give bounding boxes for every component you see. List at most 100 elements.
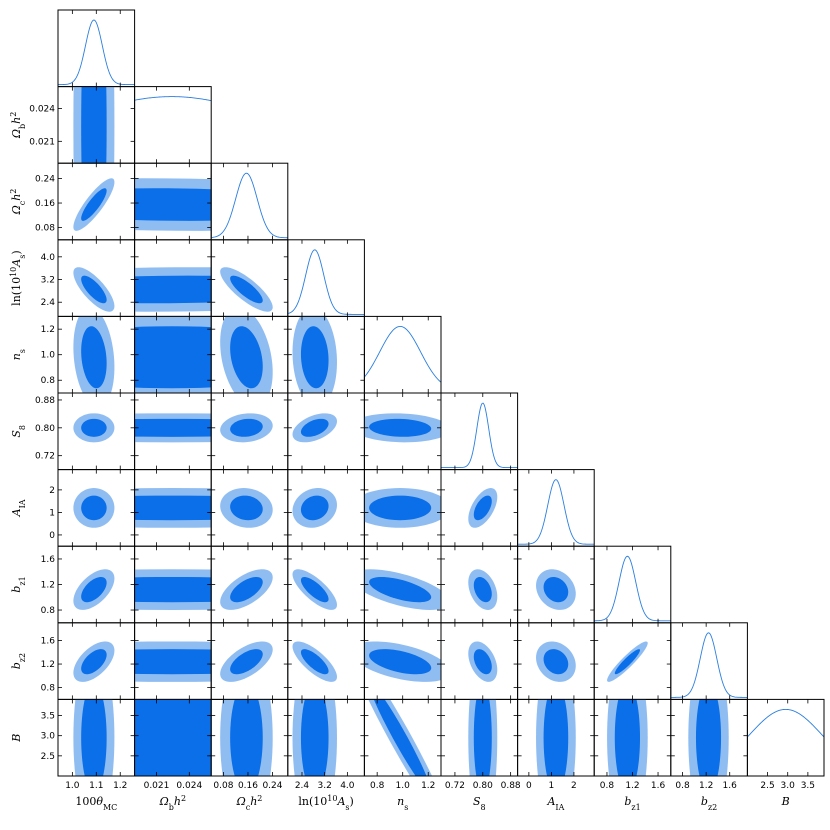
panel-omegac-vs-B [210, 698, 289, 777]
marginal-curve [134, 96, 212, 102]
x-tick-label: 1.6 [651, 781, 666, 791]
inner-contour [300, 699, 329, 777]
x-axis-label-logA: ln(1010As) [298, 794, 353, 812]
x-tick-label: 0.8 [600, 781, 615, 791]
panel-theta-vs-logA [57, 239, 136, 317]
y-tick-label: 0.024 [29, 104, 55, 114]
panel-logA-vs-bz1 [287, 545, 365, 624]
y-axis-label-AIA: AIA [10, 499, 27, 517]
panel-logA [287, 239, 365, 317]
x-tick-label: 1 [549, 781, 555, 791]
y-tick-label: 0.021 [29, 137, 55, 147]
inner-contour [81, 495, 107, 521]
inner-contour [369, 418, 432, 437]
y-tick-label: 0.8 [41, 606, 56, 616]
panel-omegab [134, 86, 212, 164]
panel-theta-vs-ns [57, 315, 136, 394]
x-tick-label: 0.16 [238, 781, 258, 791]
x-axis-label-omegac: Ωch2 [236, 794, 263, 812]
y-tick-label: 1.2 [41, 581, 55, 591]
x-tick-label: 0.80 [473, 781, 493, 791]
panel-omegab-vs-bz2 [134, 622, 212, 700]
x-tick-label: 0.024 [176, 781, 202, 791]
y-tick-label: 3.5 [41, 712, 55, 722]
inner-contour [81, 649, 107, 675]
inner-contour [230, 326, 263, 389]
panel-omegac-vs-logA [210, 239, 289, 317]
panel-frame [57, 9, 136, 88]
x-axis-label-omegab: Ωbh2 [159, 794, 186, 812]
panel-bz2-vs-B [670, 698, 748, 777]
inner-contour [473, 495, 492, 521]
inner-contour [473, 576, 492, 603]
y-axis-label-omegac: Ωch2 [9, 189, 27, 216]
panel-AIA-vs-bz2 [517, 622, 595, 700]
panel-omegab-vs-ns [134, 315, 212, 394]
inner-contour [81, 86, 107, 164]
x-tick-label: 1.1 [89, 781, 103, 791]
panel-omegac [210, 162, 289, 241]
y-tick-label: 0.72 [35, 452, 55, 462]
inner-contour [300, 649, 329, 675]
marginal-curve [594, 555, 671, 622]
panel-theta-vs-omegac [57, 162, 136, 241]
panel-theta-vs-B [57, 698, 136, 777]
x-tick-label: 3.2 [318, 781, 332, 791]
x-tick-label: 0.8 [675, 781, 690, 791]
y-tick-label: 3.2 [41, 276, 55, 286]
panel-theta-vs-omegab [57, 86, 136, 164]
inner-contour [81, 577, 107, 603]
y-tick-label: 0.8 [41, 376, 56, 386]
y-tick-label: 4.0 [41, 253, 56, 263]
outer-contour [134, 316, 212, 393]
x-tick-label: 1.0 [65, 781, 80, 791]
y-tick-label: 1.2 [41, 660, 55, 670]
panel-frame [210, 162, 289, 241]
panel-S8-vs-AIA [440, 469, 519, 547]
x-axis-label-S8: S8 [473, 795, 486, 812]
x-tick-label: 3.5 [801, 781, 815, 791]
panel-omegab-vs-S8 [134, 392, 212, 471]
panel-frame [517, 469, 595, 547]
panel-AIA [517, 469, 595, 547]
inner-contour [300, 326, 329, 389]
y-tick-label: 0.8 [41, 684, 56, 694]
inner-contour [134, 495, 212, 521]
x-axis-label-AIA: AIA [546, 795, 564, 812]
panel-bz1-vs-bz2 [593, 622, 672, 700]
inner-contour [230, 418, 263, 437]
y-tick-label: 0.88 [35, 396, 55, 406]
inner-contour [134, 418, 212, 437]
y-axis-label-ns: ns [10, 349, 27, 360]
panel-bz2 [670, 622, 748, 700]
inner-contour [614, 649, 640, 675]
marginal-curve [441, 402, 518, 469]
panel-S8 [440, 392, 519, 471]
x-tick-label: 0.8 [370, 781, 385, 791]
panel-ns-vs-bz2 [363, 622, 442, 700]
panel-logA-vs-bz2 [287, 622, 365, 700]
panel-omegab-vs-B [134, 698, 212, 777]
x-axis-label-ns: ns [397, 795, 408, 812]
inner-contour [473, 699, 492, 777]
panel-theta-vs-S8 [57, 392, 136, 471]
inner-contour [81, 275, 107, 304]
panel-frame [670, 622, 748, 700]
marginal-curve [58, 19, 135, 86]
panel-logA-vs-AIA [287, 469, 365, 547]
y-tick-label: 3.0 [41, 732, 56, 742]
marginal-curve [670, 632, 748, 698]
inner-contour [81, 326, 107, 389]
panel-omegab-vs-logA [134, 239, 212, 317]
y-tick-label: 0.08 [35, 224, 55, 234]
y-tick-label: 1.0 [41, 351, 56, 361]
panel-B [746, 698, 825, 777]
x-tick-label: 0.24 [262, 781, 282, 791]
x-tick-label: 1.6 [723, 781, 738, 791]
inner-contour [543, 699, 569, 777]
outer-contour [134, 267, 212, 312]
y-axis-label-B: B [10, 734, 23, 743]
panel-logA-vs-ns [287, 315, 365, 394]
panel-AIA-vs-bz1 [517, 545, 595, 624]
inner-contour [230, 577, 263, 603]
